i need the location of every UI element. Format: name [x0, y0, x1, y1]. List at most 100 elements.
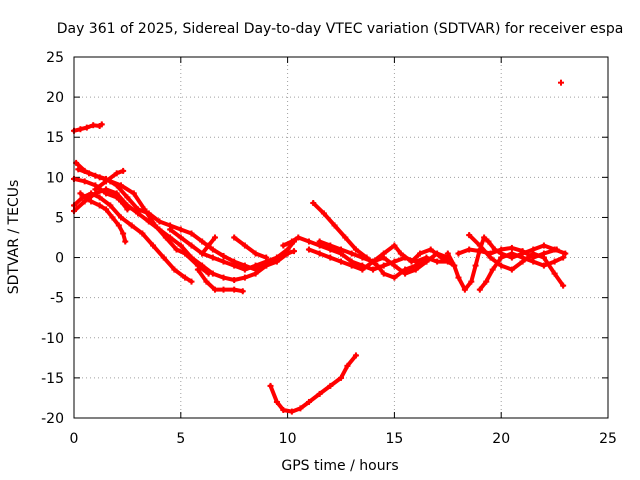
data-point	[320, 210, 327, 217]
data-point	[117, 182, 124, 189]
data-point	[427, 246, 434, 253]
data-point	[455, 274, 462, 281]
data-point	[280, 406, 287, 413]
data-point	[412, 266, 419, 273]
data-point	[194, 266, 201, 273]
data-point	[220, 286, 227, 293]
data-point	[85, 170, 92, 177]
data-point	[485, 238, 492, 245]
series-trace	[93, 168, 126, 192]
series-arc-8	[92, 167, 127, 193]
data-point	[288, 238, 295, 245]
data-point	[558, 79, 565, 86]
data-point	[156, 218, 163, 225]
data-point	[162, 234, 169, 241]
y-tick-label: 5	[55, 210, 64, 226]
data-point	[342, 234, 349, 241]
data-point	[359, 254, 366, 261]
data-point	[560, 282, 567, 289]
data-point	[211, 286, 218, 293]
data-point	[135, 210, 142, 217]
series-arc-12	[231, 234, 270, 261]
data-point	[338, 374, 344, 381]
data-point	[220, 274, 227, 281]
data-point	[468, 278, 475, 285]
series-trace	[311, 201, 450, 280]
data-point	[77, 126, 84, 133]
data-point	[348, 250, 355, 257]
series-trace	[72, 187, 296, 282]
data-point	[239, 288, 246, 295]
data-point	[455, 250, 462, 257]
data-point	[130, 190, 137, 197]
data-point	[519, 248, 526, 255]
data-point	[141, 206, 148, 213]
data-point	[182, 250, 189, 257]
data-point	[352, 246, 359, 253]
series-arc-4	[75, 166, 212, 277]
data-point	[498, 254, 505, 261]
x-tick-label: 5	[176, 431, 185, 447]
series-trace	[477, 251, 566, 292]
data-point	[152, 222, 159, 229]
data-point	[96, 194, 103, 201]
x-tick-label: 15	[385, 431, 403, 447]
series-isolated	[558, 79, 565, 86]
data-point	[562, 250, 569, 257]
data-point	[177, 234, 184, 241]
series-arc-14	[280, 234, 451, 273]
data-point	[489, 266, 496, 273]
data-point	[438, 254, 445, 261]
data-point	[150, 242, 157, 249]
x-tick-label: 20	[492, 431, 510, 447]
data-point	[530, 254, 537, 261]
data-point	[205, 270, 212, 277]
data-point	[209, 254, 216, 261]
data-point	[288, 408, 295, 415]
data-point	[267, 382, 274, 389]
data-point	[177, 226, 184, 233]
data-point	[348, 262, 355, 269]
data-point	[252, 270, 259, 277]
x-axis-label: GPS time / hours	[281, 458, 398, 474]
data-point	[173, 246, 180, 253]
data-point	[487, 250, 494, 257]
x-tick-label: 25	[599, 431, 617, 447]
data-point	[220, 252, 227, 259]
data-point	[305, 238, 312, 245]
data-point	[128, 222, 135, 229]
data-point	[472, 262, 479, 269]
data-point	[476, 242, 483, 249]
data-point	[103, 178, 110, 185]
data-point	[316, 250, 323, 257]
data-point	[109, 214, 116, 221]
data-point	[107, 202, 114, 209]
series-arc-1	[71, 121, 105, 134]
y-tick-label: -10	[41, 331, 64, 347]
y-tick-label: 20	[46, 90, 64, 106]
data-point	[508, 244, 515, 251]
data-point	[273, 254, 280, 261]
data-point	[397, 250, 404, 257]
data-point	[551, 270, 558, 277]
chart-title: Day 361 of 2025, Sidereal Day-to-day VTE…	[57, 21, 624, 37]
data-point	[177, 242, 184, 249]
data-point	[124, 194, 131, 201]
data-point	[297, 405, 304, 412]
series-trace	[456, 245, 559, 260]
data-point	[540, 250, 547, 257]
data-point	[188, 278, 195, 285]
data-point	[83, 124, 90, 131]
data-point	[423, 258, 430, 265]
data-point	[338, 258, 344, 265]
axis-ticks	[73, 56, 609, 419]
data-point	[310, 200, 317, 207]
data-point	[476, 248, 483, 255]
data-point	[466, 246, 473, 253]
data-point	[391, 262, 398, 269]
y-tick-label: -5	[50, 291, 64, 307]
data-point	[402, 270, 409, 277]
data-point	[241, 242, 248, 249]
y-tick-label: 10	[46, 170, 64, 186]
data-point	[231, 277, 238, 284]
